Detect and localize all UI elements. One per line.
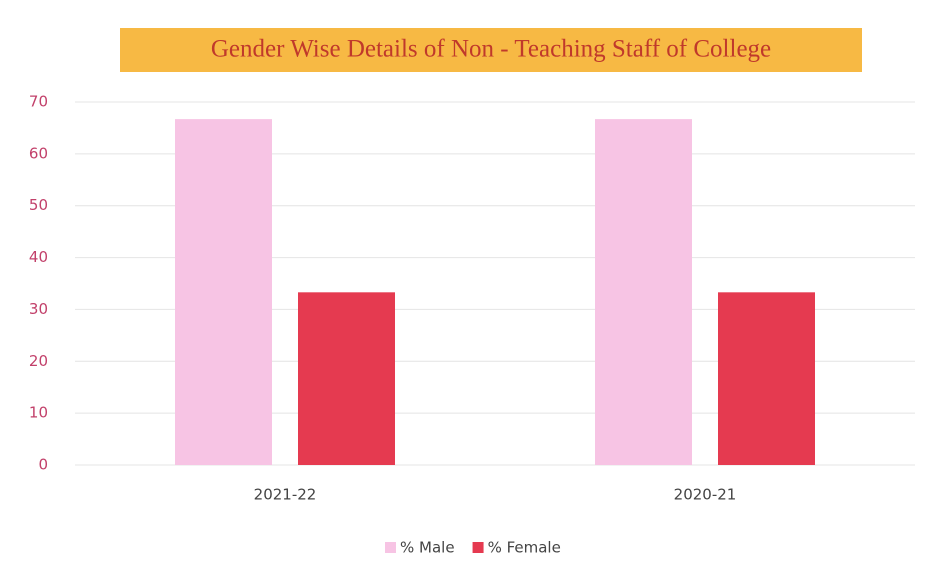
legend-swatch bbox=[472, 542, 484, 553]
x-tick-label: 2021-22 bbox=[254, 486, 317, 504]
y-tick-label: 60 bbox=[29, 144, 48, 162]
bar bbox=[595, 119, 692, 465]
y-tick-label: 0 bbox=[38, 456, 48, 474]
bar bbox=[175, 119, 272, 465]
chart-title: Gender Wise Details of Non - Teaching St… bbox=[211, 36, 771, 63]
legend-swatch bbox=[385, 542, 396, 553]
y-tick-label: 10 bbox=[29, 404, 48, 422]
x-tick-label: 2020-21 bbox=[674, 486, 737, 504]
y-tick-label: 30 bbox=[29, 300, 48, 318]
bar bbox=[718, 292, 815, 465]
y-tick-label: 40 bbox=[29, 248, 48, 266]
title-box bbox=[120, 28, 862, 72]
legend-label: % Male bbox=[400, 539, 455, 557]
y-tick-label: 70 bbox=[29, 93, 48, 111]
legend-label: % Female bbox=[488, 539, 561, 557]
y-tick-label: 20 bbox=[29, 352, 48, 370]
bar bbox=[298, 292, 395, 465]
y-tick-label: 50 bbox=[29, 196, 48, 214]
